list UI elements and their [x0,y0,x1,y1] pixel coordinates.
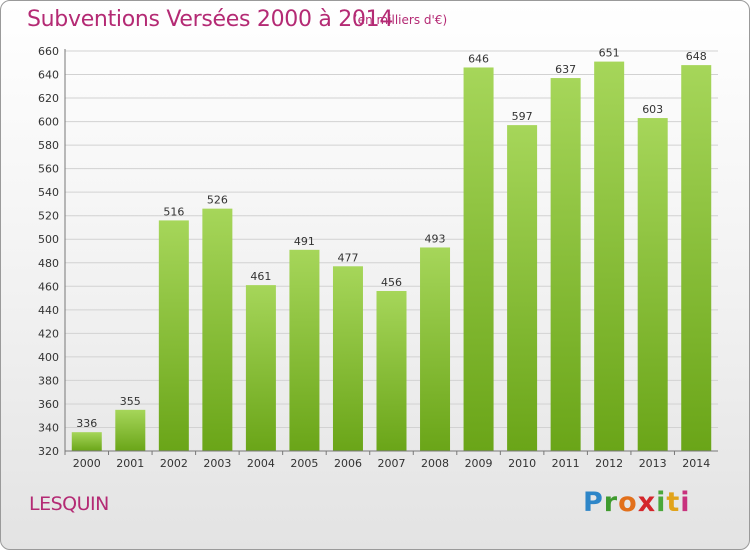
bar-2004 [245,285,276,451]
bar-2003 [202,208,233,451]
bar-2000 [71,432,102,451]
bar-2005 [289,249,320,451]
x-tick-label-2013: 2013 [639,457,667,470]
y-tick-label: 360 [38,398,59,411]
y-tick-label: 660 [38,45,59,58]
bar-2011 [550,78,581,451]
value-label-2011: 637 [555,63,576,76]
value-label-2001: 355 [120,395,141,408]
x-tick-label-2000: 2000 [73,457,101,470]
y-tick-label: 580 [38,139,59,152]
bar-2013 [637,118,668,451]
y-tick-label: 620 [38,92,59,105]
value-label-2006: 477 [337,251,358,264]
bar-2010 [507,125,538,451]
bar-2014 [681,65,712,451]
value-label-2014: 648 [686,50,707,63]
value-label-2010: 597 [512,110,533,123]
value-label-2000: 336 [76,417,97,430]
bar-2008 [420,247,451,451]
bar-2001 [115,409,146,451]
bar-2007 [376,291,407,451]
value-label-2005: 491 [294,235,315,248]
x-tick-label-2006: 2006 [334,457,362,470]
x-tick-label-2010: 2010 [508,457,536,470]
y-tick-label: 640 [38,69,59,82]
y-tick-label: 480 [38,257,59,270]
x-tick-label-2011: 2011 [552,457,580,470]
x-tick-label-2008: 2008 [421,457,449,470]
x-tick-label-2001: 2001 [116,457,144,470]
x-tick-label-2005: 2005 [290,457,318,470]
x-tick-label-2002: 2002 [160,457,188,470]
y-tick-label: 440 [38,304,59,317]
value-label-2008: 493 [425,232,446,245]
labels: 320 340 360 380 400 420 440 460 480 500 520 540 560 5… [38,45,710,470]
x-tick-label-2009: 2009 [465,457,493,470]
value-label-2003: 526 [207,194,228,207]
y-tick-label: 400 [38,351,59,364]
y-tick-label: 500 [38,233,59,246]
y-tick-label: 560 [38,163,59,176]
value-label-2004: 461 [250,270,271,283]
x-tick-label-2007: 2007 [378,457,406,470]
commune-name: LESQUIN [29,493,109,515]
y-tick-label: 420 [38,327,59,340]
y-tick-label: 340 [38,421,59,434]
bar-2006 [332,266,363,451]
bars [71,61,712,452]
value-label-2012: 651 [599,47,620,60]
y-tick-label: 460 [38,280,59,293]
bar-2012 [594,61,625,452]
value-label-2009: 646 [468,52,489,65]
x-tick-label-2014: 2014 [682,457,710,470]
y-tick-label: 380 [38,374,59,387]
value-label-2013: 603 [642,103,663,116]
y-tick-label: 540 [38,186,59,199]
y-tick-label: 320 [38,445,59,458]
x-tick-label-2004: 2004 [247,457,275,470]
bar-2002 [158,220,189,451]
x-tick-label-2012: 2012 [595,457,623,470]
proxiti-logo[interactable]: Proxiti [583,487,691,518]
chart-title: Subventions Versées 2000 à 2014 [27,7,394,32]
value-label-2007: 456 [381,276,402,289]
bar-2009 [463,67,494,452]
value-label-2002: 516 [163,205,184,218]
y-tick-label: 600 [38,116,59,129]
chart-subtitle: (en milliers d'€) [353,13,448,27]
axes [64,49,718,455]
x-tick-label-2003: 2003 [203,457,231,470]
y-tick-label: 520 [38,210,59,223]
